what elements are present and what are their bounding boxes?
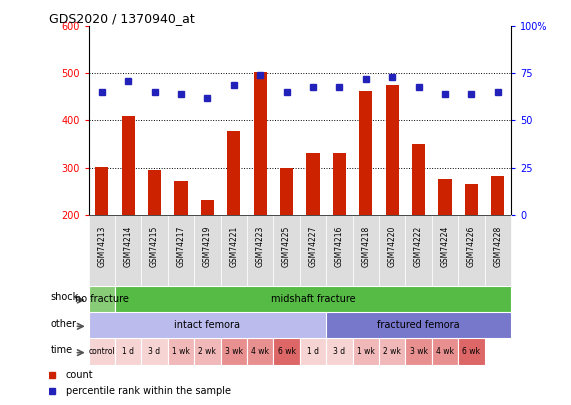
Bar	[220, 338, 247, 365]
Bar	[280, 168, 293, 215]
Bar	[307, 153, 320, 215]
Bar	[405, 338, 432, 365]
Text: fractured femora: fractured femora	[377, 320, 460, 330]
Bar	[326, 338, 353, 365]
Text: 1 d: 1 d	[122, 347, 134, 356]
Text: GSM74220: GSM74220	[388, 225, 397, 266]
Bar	[379, 338, 405, 365]
Text: 2 wk: 2 wk	[383, 347, 401, 356]
Bar	[274, 215, 300, 286]
Text: GSM74228: GSM74228	[493, 225, 502, 266]
Bar	[300, 215, 326, 286]
Text: GSM74219: GSM74219	[203, 225, 212, 266]
Bar	[122, 116, 135, 215]
Bar	[168, 215, 194, 286]
Text: percentile rank within the sample: percentile rank within the sample	[66, 386, 231, 396]
Bar	[89, 312, 326, 338]
Text: 6 wk: 6 wk	[463, 347, 480, 356]
Text: intact femora: intact femora	[174, 320, 240, 330]
Text: time: time	[51, 345, 73, 355]
Bar	[89, 215, 115, 286]
Bar	[174, 181, 187, 215]
Bar	[405, 215, 432, 286]
Bar	[485, 215, 511, 286]
Text: shock: shock	[51, 292, 79, 303]
Text: 3 wk: 3 wk	[409, 347, 428, 356]
Bar	[432, 215, 458, 286]
Bar	[300, 338, 326, 365]
Bar	[142, 338, 168, 365]
Bar	[491, 176, 504, 215]
Bar	[220, 215, 247, 286]
Text: GSM74214: GSM74214	[123, 225, 132, 266]
Text: 1 d: 1 d	[307, 347, 319, 356]
Bar	[353, 338, 379, 365]
Bar	[359, 91, 372, 215]
Text: GSM74223: GSM74223	[256, 225, 265, 266]
Bar	[148, 170, 161, 215]
Bar	[201, 200, 214, 215]
Bar	[194, 338, 220, 365]
Bar	[168, 338, 194, 365]
Text: 4 wk: 4 wk	[436, 347, 454, 356]
Text: 6 wk: 6 wk	[278, 347, 296, 356]
Text: 2 wk: 2 wk	[198, 347, 216, 356]
Bar	[439, 179, 452, 215]
Bar	[412, 144, 425, 215]
Bar	[254, 72, 267, 215]
Bar	[247, 338, 274, 365]
Text: GSM74225: GSM74225	[282, 225, 291, 266]
Bar	[458, 215, 485, 286]
Bar	[333, 153, 346, 215]
Text: GSM74216: GSM74216	[335, 225, 344, 266]
Text: 1 wk: 1 wk	[172, 347, 190, 356]
Bar	[274, 338, 300, 365]
Text: count: count	[66, 370, 94, 380]
Bar	[379, 215, 405, 286]
Text: GSM74222: GSM74222	[414, 225, 423, 266]
Bar	[432, 338, 458, 365]
Bar	[326, 215, 353, 286]
Bar	[115, 338, 142, 365]
Text: 3 d: 3 d	[333, 347, 345, 356]
Bar	[385, 85, 399, 215]
Text: GSM74215: GSM74215	[150, 225, 159, 266]
Bar	[89, 286, 115, 312]
Text: GSM74221: GSM74221	[229, 225, 238, 266]
Text: other: other	[51, 319, 77, 329]
Text: 3 wk: 3 wk	[225, 347, 243, 356]
Bar	[95, 166, 108, 215]
Bar	[115, 215, 142, 286]
Bar	[142, 215, 168, 286]
Bar	[326, 312, 511, 338]
Bar	[458, 338, 485, 365]
Text: no fracture: no fracture	[75, 294, 128, 304]
Text: GSM74224: GSM74224	[440, 225, 449, 266]
Bar	[352, 215, 379, 286]
Bar	[247, 215, 274, 286]
Text: GDS2020 / 1370940_at: GDS2020 / 1370940_at	[49, 12, 194, 25]
Text: 3 d: 3 d	[148, 347, 160, 356]
Text: GSM74213: GSM74213	[97, 225, 106, 266]
Text: GSM74226: GSM74226	[467, 225, 476, 266]
Bar	[465, 184, 478, 215]
Bar	[194, 215, 220, 286]
Text: GSM74218: GSM74218	[361, 225, 371, 266]
Text: 1 wk: 1 wk	[357, 347, 375, 356]
Bar	[89, 338, 115, 365]
Text: control: control	[89, 347, 115, 356]
Text: GSM74227: GSM74227	[308, 225, 317, 266]
Text: GSM74217: GSM74217	[176, 225, 186, 266]
Text: midshaft fracture: midshaft fracture	[271, 294, 355, 304]
Text: 4 wk: 4 wk	[251, 347, 269, 356]
Bar	[227, 131, 240, 215]
